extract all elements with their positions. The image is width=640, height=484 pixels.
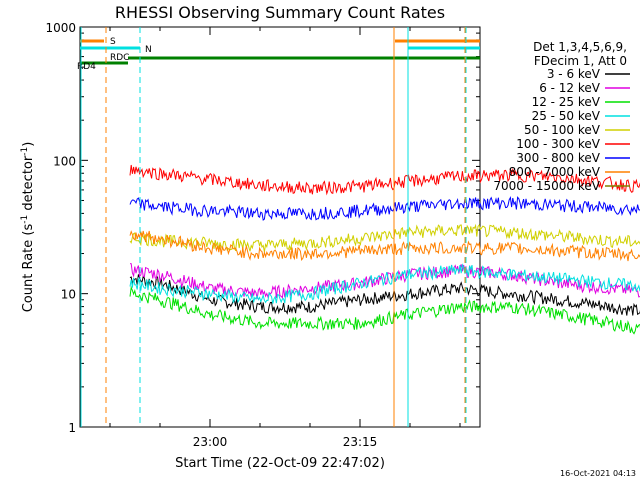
y-axis: 1 10 100 1000	[45, 21, 480, 435]
x-tick-label: 23:00	[193, 435, 228, 449]
legend-label: 50 - 100 keV	[524, 123, 601, 137]
series-line	[129, 274, 640, 316]
legend-label: 7000 - 15000 keV	[493, 179, 600, 193]
x-axis-label: Start Time (22-Oct-09 22:47:02)	[175, 456, 385, 471]
flag-label: RD4	[77, 62, 96, 72]
chart-title: RHESSI Observing Summary Count Rates	[115, 3, 445, 22]
y-tick-label: 100	[53, 154, 76, 168]
y-tick-label: 10	[61, 288, 76, 302]
x-tick-label: 23:15	[343, 435, 378, 449]
attenuator-markers	[80, 27, 467, 427]
legend-label: 6 - 12 keV	[539, 81, 601, 95]
legend-label: 25 - 50 keV	[532, 109, 601, 123]
y-tick-label: 1	[68, 421, 76, 435]
flag-label: RDC	[110, 53, 129, 63]
legend-label: 300 - 800 keV	[516, 151, 600, 165]
legend-header-line-2: FDecim 1, Att 0	[534, 54, 627, 68]
series-line	[129, 263, 640, 299]
timestamp: 16-Oct-2021 04:13	[560, 469, 636, 478]
series-line	[129, 263, 640, 304]
series-line	[129, 196, 640, 221]
legend: Det 1,3,4,5,6,9, FDecim 1, Att 0 3 - 6 k…	[493, 40, 630, 193]
series-line	[129, 164, 640, 196]
x-axis: 23:00 23:15	[109, 27, 461, 449]
legend-label: 800 - 7000 keV	[509, 165, 601, 179]
series-line	[129, 223, 640, 252]
flag-bars: S N RDC RD4	[77, 37, 480, 72]
legend-label: 100 - 300 keV	[516, 137, 600, 151]
series-lines	[129, 164, 640, 335]
flag-label: N	[145, 45, 152, 55]
series-line	[129, 230, 640, 262]
flag-label: S	[110, 37, 116, 47]
legend-label: 12 - 25 keV	[532, 95, 601, 109]
y-tick-label: 1000	[45, 21, 76, 35]
y-axis-label: Count Rate (s-1 detector-1)	[20, 142, 36, 313]
legend-header-line-1: Det 1,3,4,5,6,9,	[533, 40, 627, 54]
legend-label: 3 - 6 keV	[547, 67, 601, 81]
series-line	[129, 285, 640, 335]
